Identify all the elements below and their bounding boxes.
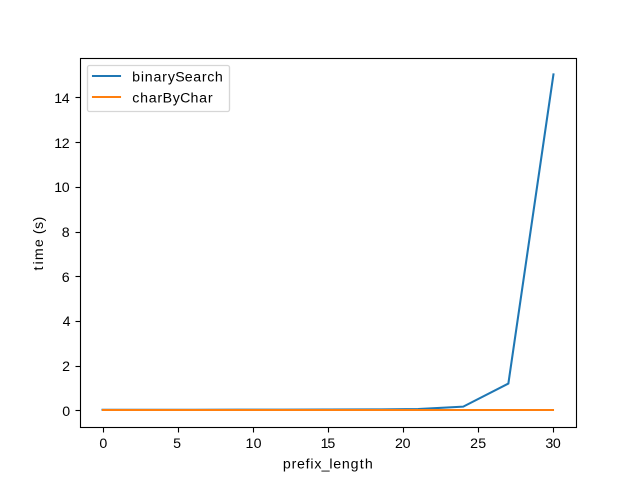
svg-text:8: 8	[62, 225, 70, 241]
svg-text:10: 10	[54, 180, 69, 196]
svg-text:25: 25	[470, 436, 486, 452]
svg-text:5: 5	[173, 436, 181, 452]
svg-text:charByChar: charByChar	[132, 90, 213, 106]
svg-text:4: 4	[63, 314, 71, 330]
svg-text:10: 10	[246, 436, 262, 452]
svg-text:12: 12	[54, 136, 69, 152]
svg-text:binarySearch: binarySearch	[132, 69, 223, 85]
svg-text:30: 30	[545, 436, 561, 452]
svg-text:20: 20	[395, 436, 411, 452]
svg-text:time (s): time (s)	[31, 217, 47, 271]
svg-text:0: 0	[99, 436, 107, 452]
svg-text:0: 0	[62, 404, 70, 420]
svg-text:2: 2	[62, 359, 70, 375]
svg-text:15: 15	[321, 436, 336, 452]
svg-text:6: 6	[62, 270, 70, 286]
svg-text:14: 14	[54, 91, 69, 107]
svg-text:prefix_length: prefix_length	[283, 456, 373, 472]
